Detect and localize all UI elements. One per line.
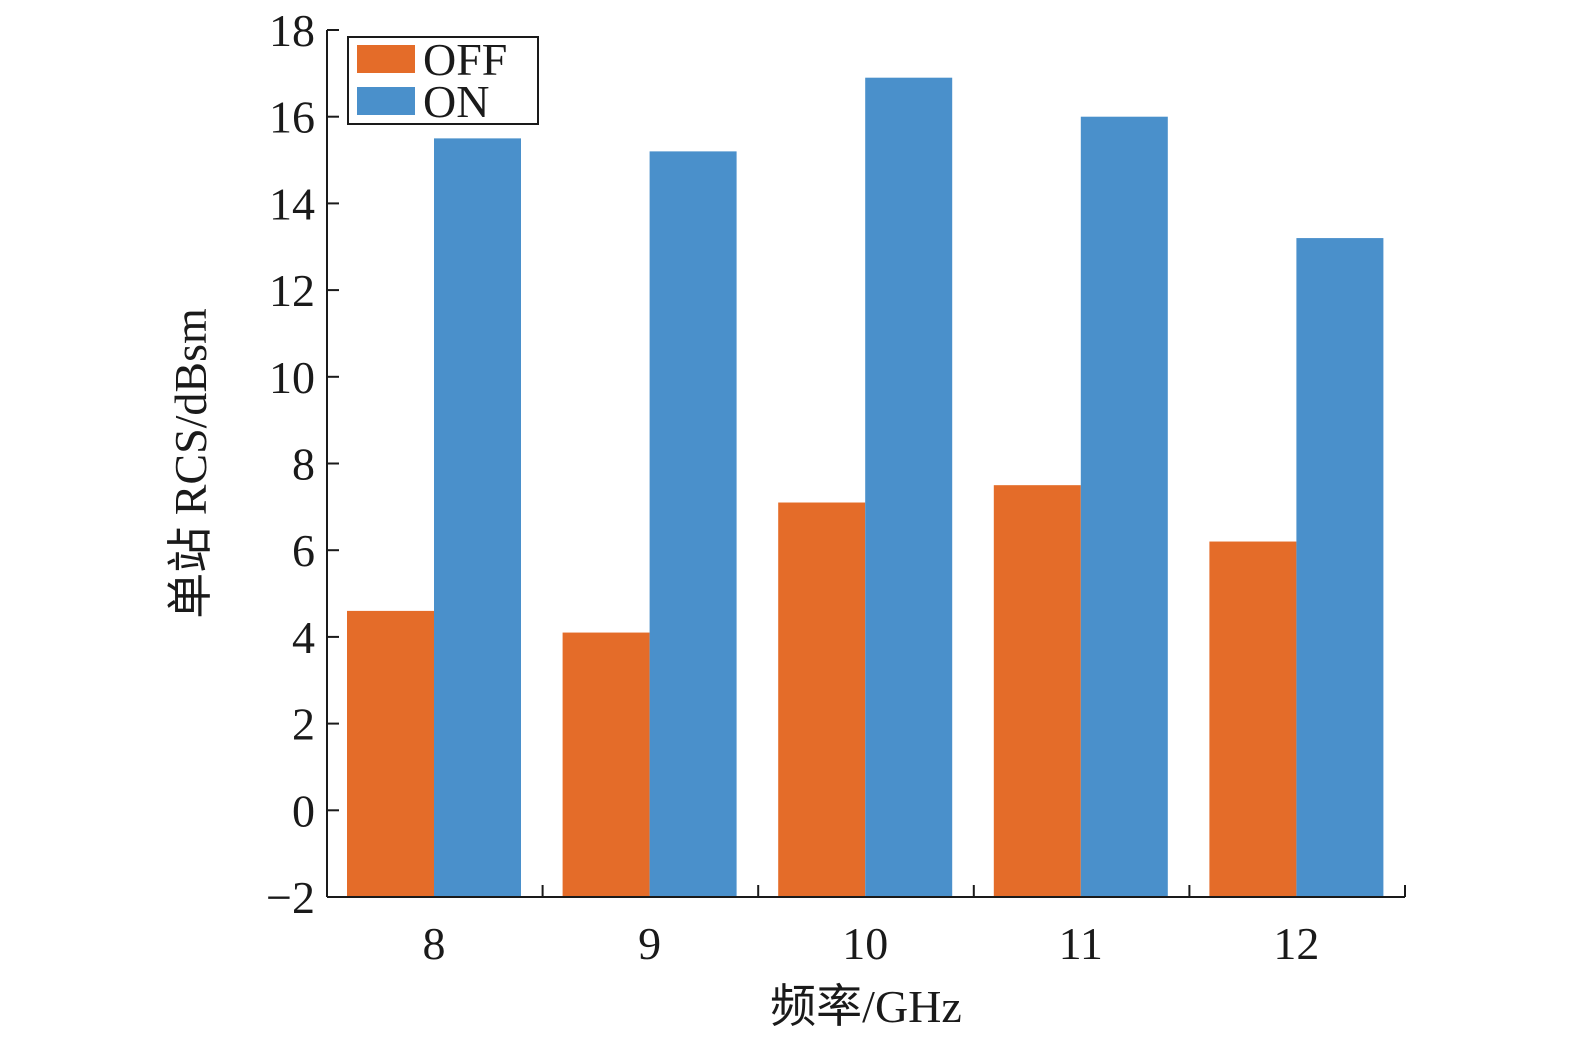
y-tick-label: 16 — [269, 92, 315, 143]
x-tick-label: 12 — [1273, 918, 1319, 969]
bar-on-10 — [865, 77, 953, 897]
bar-off-8 — [347, 610, 434, 897]
axes-layer — [326, 29, 1406, 898]
bar-off-11 — [993, 485, 1081, 897]
y-tick-label: 10 — [269, 352, 315, 403]
x-tick-label: 10 — [842, 918, 888, 969]
x-axis-title: 频率/GHz — [770, 981, 962, 1032]
y-tick-label: 0 — [292, 785, 315, 836]
x-tick-label: 8 — [423, 918, 446, 969]
bar-off-12 — [1209, 541, 1297, 897]
legend-label-on: ON — [423, 76, 489, 127]
bar-on-11 — [1080, 116, 1168, 897]
y-tick-label: −2 — [266, 872, 315, 923]
bars-layer — [347, 77, 1384, 897]
y-tick-label: 4 — [292, 612, 315, 663]
labels-layer: −2 0 2 4 6 8 10 12 14 16 18 8 9 10 11 12 — [266, 5, 1319, 969]
legend-swatch-off — [357, 45, 415, 73]
y-tick-label: 12 — [269, 265, 315, 316]
y-axis-title: 单站 RCS/dBsm — [165, 308, 216, 619]
x-tick-label: 9 — [638, 918, 661, 969]
y-tick-label: 2 — [292, 699, 315, 750]
x-tick-label: 11 — [1059, 918, 1103, 969]
bar-on-9 — [649, 151, 737, 897]
y-tick-label: 18 — [269, 5, 315, 56]
y-tick-label: 8 — [292, 439, 315, 490]
y-tick-label: 6 — [292, 525, 315, 576]
bar-on-12 — [1296, 238, 1384, 897]
bar-on-8 — [434, 138, 521, 897]
legend-label-off: OFF — [423, 34, 507, 85]
bar-off-10 — [778, 502, 866, 897]
y-tick-label: 14 — [269, 178, 315, 229]
bar-off-9 — [562, 632, 650, 897]
legend-swatch-on — [357, 87, 415, 115]
